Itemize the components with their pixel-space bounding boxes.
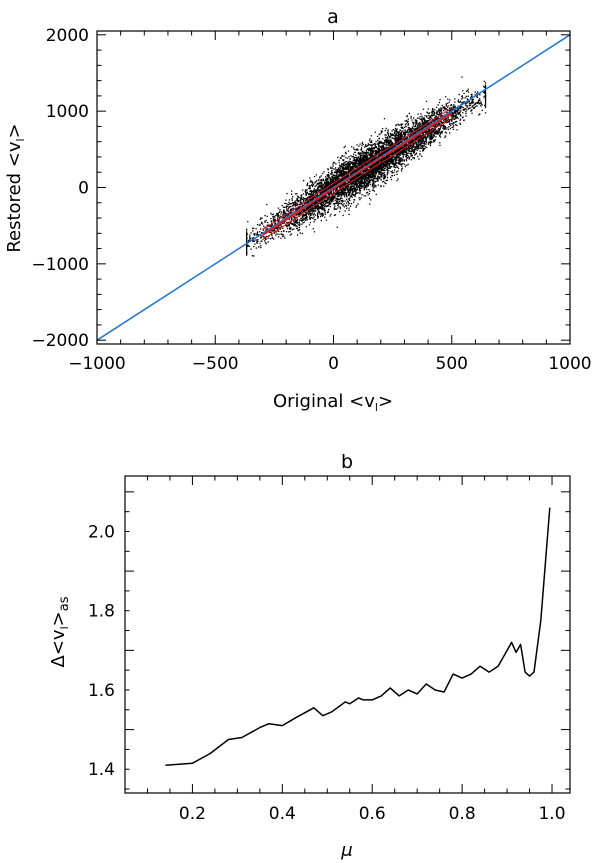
panel-b-plot-area [165,507,551,767]
panel-a-y-axis-label: Restored <vl> [4,123,27,252]
panel-b: 0.2 0.4 0.6 0.8 1.0 1.4 1.6 1.8 2.0 b μ Δ<vl>as [48,451,571,861]
y-tick-label: 2000 [46,26,89,46]
x-tick-label: −500 [192,354,239,374]
series-binned-mean [261,112,453,236]
y-tick-label: 1.8 [88,602,115,622]
y-tick-label: 2.0 [88,522,115,542]
series-fit-dashed [262,110,453,234]
panel-a-x-tick-labels: −1000 −500 0 500 1000 [68,354,591,374]
panel-a-series [97,34,570,341]
panel-a-plot-area [97,34,570,341]
x-tick-label: 0.8 [449,804,476,824]
panel-b-y-tick-labels: 1.4 1.6 1.8 2.0 [88,522,115,780]
panel-a-x-axis-label: Original <vl> [273,391,393,414]
y-tick-label: 1.6 [88,681,115,701]
y-tick-label: 0 [78,179,89,199]
panel-a-title: a [327,6,339,28]
panel-a-ticks [96,31,571,344]
x-tick-label: 1000 [548,354,591,374]
series-binned-mean-lower [262,117,453,241]
panel-b-title: b [341,451,353,473]
x-tick-label: 0.6 [359,804,386,824]
x-tick-label: 0.4 [269,804,296,824]
x-tick-label: −1000 [68,354,126,374]
panel-b-x-axis-label: μ [340,840,352,861]
y-tick-label: −2000 [31,331,89,351]
series-line [165,507,551,767]
panel-b-frame [124,475,571,794]
panel-b-series [165,507,551,767]
series-binned-mean-upper [262,107,453,231]
y-tick-label: 1.4 [88,760,115,780]
x-tick-label: 0.2 [179,804,206,824]
y-tick-label: −1000 [31,255,89,275]
panel-b-y-axis-label: Δ<vl>as [48,596,72,667]
panel-b-ticks [125,476,570,793]
panel-a-y-tick-labels: −2000 −1000 0 1000 2000 [31,26,89,351]
panel-b-x-tick-labels: 0.2 0.4 0.6 0.8 1.0 [179,804,566,824]
x-tick-label: 500 [436,354,468,374]
x-tick-label: 0 [328,354,339,374]
x-tick-label: 1.0 [538,804,565,824]
y-tick-label: 1000 [46,102,89,122]
